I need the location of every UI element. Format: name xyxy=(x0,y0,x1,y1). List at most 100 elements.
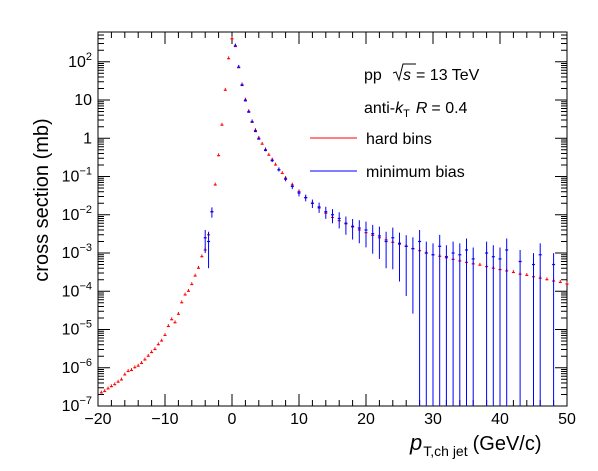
y-tick-label: 10−2 xyxy=(62,204,92,224)
data-point xyxy=(518,250,522,406)
sqrt-sign xyxy=(392,63,416,82)
x-tick-label: 0 xyxy=(228,411,237,428)
data-point xyxy=(146,353,150,357)
data-point xyxy=(431,243,435,406)
data-point xyxy=(123,372,127,376)
data-point xyxy=(525,273,529,276)
y-axis-title: cross section (mb) xyxy=(31,118,53,281)
data-point xyxy=(247,109,251,113)
data-point xyxy=(253,129,257,133)
data-point xyxy=(344,216,348,235)
data-point xyxy=(217,153,221,157)
data-point xyxy=(304,194,308,202)
energy-value: = 13 TeV xyxy=(416,67,480,84)
data-point xyxy=(243,98,247,102)
plot-frame xyxy=(97,31,568,407)
data-point xyxy=(150,350,154,354)
data-point xyxy=(411,237,415,314)
data-point xyxy=(270,158,274,163)
data-point xyxy=(106,386,110,390)
legend: hard bins minimum bias xyxy=(310,131,465,181)
data-point xyxy=(418,230,422,406)
data-point xyxy=(364,221,368,248)
x-tick-label: −20 xyxy=(84,411,111,428)
data-point xyxy=(156,342,160,346)
data-point xyxy=(558,280,562,284)
energy-annotation: pp xyxy=(364,67,382,84)
data-point xyxy=(337,212,341,229)
data-point xyxy=(133,365,137,369)
data-point xyxy=(371,224,375,254)
x-tick-label: 40 xyxy=(491,411,509,428)
data-point xyxy=(99,390,103,394)
data-point xyxy=(438,234,442,406)
data-point xyxy=(103,389,107,393)
data-point xyxy=(170,317,174,321)
data-point xyxy=(310,199,314,209)
data-point xyxy=(451,241,455,406)
data-point xyxy=(126,369,130,373)
data-point xyxy=(240,83,244,87)
data-point xyxy=(471,247,475,406)
data-point xyxy=(478,262,482,266)
data-point xyxy=(545,277,549,281)
data-point xyxy=(237,64,241,68)
data-point xyxy=(160,338,164,342)
x-tick-label: 50 xyxy=(558,411,576,428)
x-tick-label: −10 xyxy=(151,411,178,428)
data-point xyxy=(109,384,113,388)
data-point xyxy=(220,122,224,126)
data-point xyxy=(357,220,361,244)
data-point xyxy=(203,229,207,254)
x-tick-label: 10 xyxy=(290,411,308,428)
x-axis-title-sub: T,ch jet xyxy=(423,443,467,459)
data-point xyxy=(267,152,271,156)
data-point xyxy=(280,171,284,175)
data-point xyxy=(391,227,395,270)
data-point xyxy=(193,273,197,277)
data-point xyxy=(317,202,321,213)
data-point xyxy=(398,232,401,282)
series-layer xyxy=(99,36,569,406)
data-point xyxy=(183,292,187,296)
data-point xyxy=(186,288,190,292)
legend-label-hard-bins: hard bins xyxy=(366,131,432,148)
data-point xyxy=(260,141,264,145)
data-point xyxy=(384,231,388,269)
data-point xyxy=(377,226,381,259)
y-tick-label: 10−6 xyxy=(62,357,92,377)
data-point xyxy=(113,382,117,386)
data-point xyxy=(119,377,123,381)
jet-algorithm-annotation: anti-kT R = 0.4 xyxy=(364,100,468,120)
x-axis: −20 −10 0 10 20 30 40 50 xyxy=(84,32,576,428)
x-axis-title-unit: (GeV/c) xyxy=(473,433,542,455)
x-axis-title-main: p xyxy=(409,430,422,455)
data-point xyxy=(250,119,254,123)
y-tick-label: 10−1 xyxy=(62,166,92,186)
y-tick-label: 10 xyxy=(74,92,92,109)
data-point xyxy=(207,231,211,269)
data-point xyxy=(404,235,408,297)
series-hard-bins xyxy=(99,36,569,394)
data-point xyxy=(538,243,542,406)
data-point xyxy=(277,167,281,172)
data-point xyxy=(176,311,180,315)
data-point xyxy=(565,281,569,285)
data-point xyxy=(444,245,448,406)
data-point xyxy=(153,347,157,351)
legend-label-minimum-bias: minimum bias xyxy=(366,164,465,181)
y-tick-label: 1 xyxy=(83,130,92,147)
y-tick-label: 10−4 xyxy=(62,280,92,300)
data-point xyxy=(163,333,167,337)
data-point xyxy=(498,247,502,406)
x-tick-label: 20 xyxy=(357,411,375,428)
data-point xyxy=(284,176,288,182)
data-point xyxy=(297,190,301,197)
data-point xyxy=(274,162,278,166)
data-point xyxy=(230,36,234,40)
data-point xyxy=(180,300,184,304)
data-point xyxy=(324,206,328,219)
data-point xyxy=(458,243,462,406)
sqrt-s: s xyxy=(403,67,411,84)
